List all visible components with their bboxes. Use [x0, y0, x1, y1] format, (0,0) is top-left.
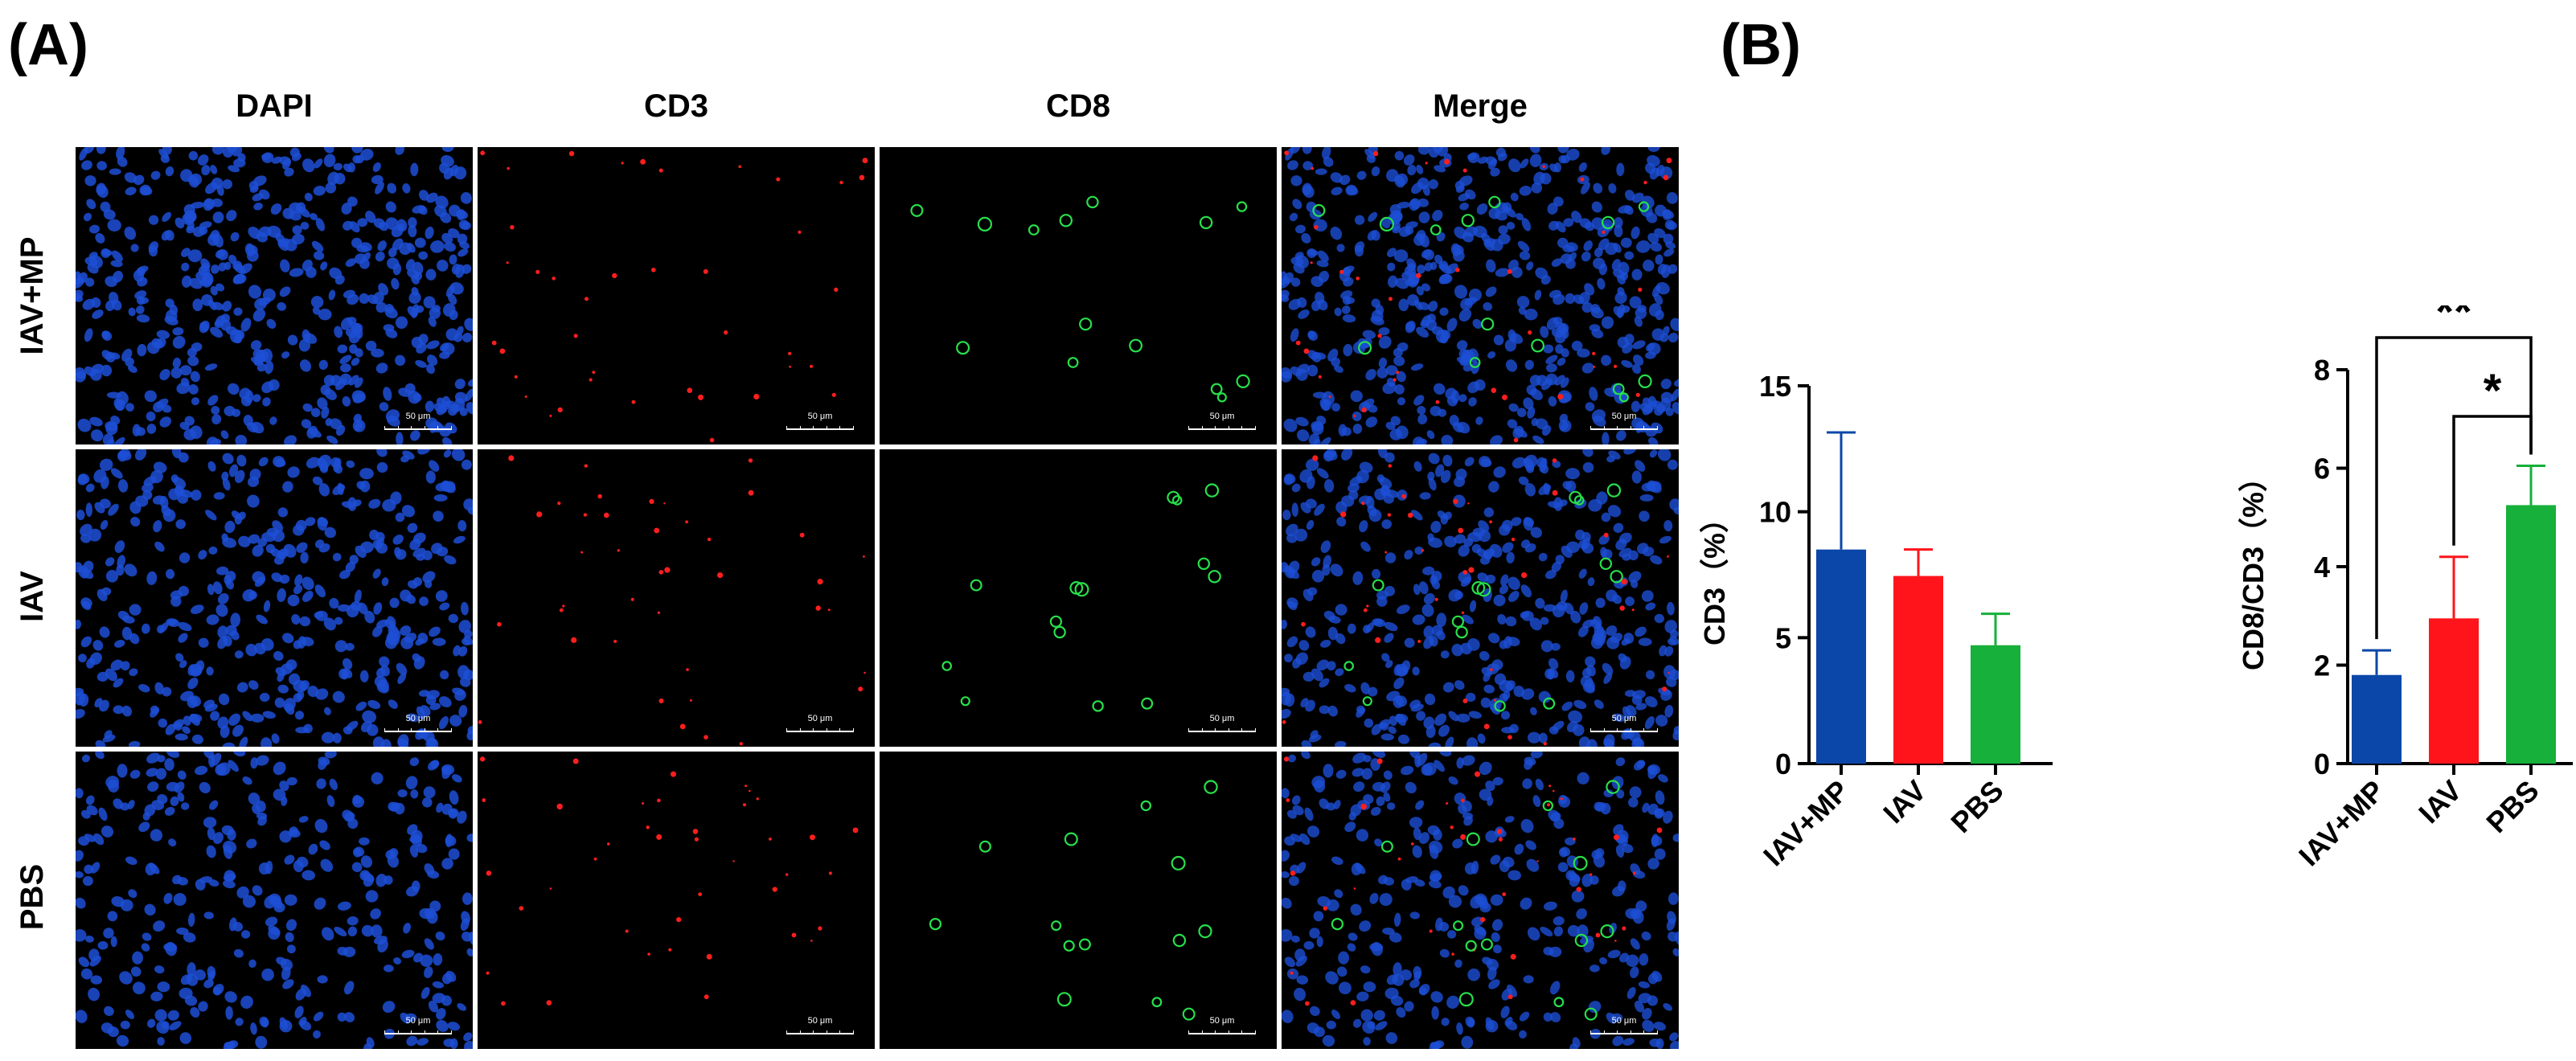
chart2-x-tick-label: IAV+MP	[2292, 774, 2391, 873]
chart2-significance-bracket	[2375, 336, 2533, 640]
scale-bar: 50 μm	[786, 412, 854, 433]
chart2-bar-iav	[2429, 618, 2479, 764]
scale-bar: 50 μm	[1590, 715, 1658, 735]
chart1-x-tick-label: IAV	[1877, 774, 1933, 830]
scale-bar-label: 50 μm	[1209, 714, 1235, 723]
chart2-bar-iav-mp	[2352, 674, 2402, 764]
column-header-cd3: CD3	[643, 88, 709, 124]
chart2-x-tick-label: PBS	[2480, 774, 2545, 839]
chart2-significance-bracket	[2452, 415, 2533, 546]
micrograph-iav-mp-dapi: 50 μm	[76, 147, 473, 444]
scale-bar: 50 μm	[384, 412, 452, 433]
scale-bar-label: 50 μm	[1209, 412, 1235, 421]
chart1-y-tick-label: 15	[1759, 370, 1791, 403]
scale-bar: 50 μm	[384, 1017, 452, 1038]
row-header-iav-mp: IAV+MP	[14, 236, 50, 355]
column-header-merge: Merge	[1433, 88, 1528, 124]
micrograph-iav-cd3: 50 μm	[478, 449, 875, 747]
chart1-y-tick-label: 10	[1759, 496, 1791, 529]
scale-bar: 50 μm	[786, 1017, 854, 1038]
scale-bar-label: 50 μm	[405, 1016, 431, 1026]
scale-bar-label: 50 μm	[405, 412, 431, 421]
chart1-y-tick-label: 0	[1775, 748, 1791, 780]
scale-bar: 50 μm	[1590, 1017, 1658, 1038]
chart2-y-tick-label: 6	[2314, 453, 2330, 485]
micrograph-iav-merge: 50 μm	[1282, 449, 1679, 747]
micrograph-iav-mp-merge: 50 μm	[1282, 147, 1679, 444]
scale-bar-label: 50 μm	[1611, 412, 1637, 421]
chart1-x-tick-label: PBS	[1944, 774, 2009, 839]
micrograph-iav-mp-cd3: 50 μm	[478, 147, 875, 444]
chart2-significance-label: **	[2435, 305, 2472, 338]
scale-bar-label: 50 μm	[1611, 1016, 1637, 1026]
scale-bar-label: 50 μm	[405, 714, 431, 723]
micrograph-pbs-dapi: 50 μm	[76, 752, 473, 1049]
chart1-y-axis-label: CD3（%）	[1698, 504, 1731, 645]
micrograph-pbs-cd3: 50 μm	[478, 752, 875, 1049]
chart2-y-tick-label: 0	[2314, 748, 2330, 780]
chart2-y-tick-label: 4	[2314, 551, 2330, 584]
row-header-pbs: PBS	[14, 863, 50, 931]
scale-bar: 50 μm	[1188, 1017, 1256, 1038]
chart2-y-axis-label: CD8/CD3（%）	[2237, 463, 2270, 670]
scale-bar: 50 μm	[1188, 412, 1256, 433]
scale-bar: 50 μm	[786, 715, 854, 735]
micrograph-pbs-cd8: 50 μm	[880, 752, 1277, 1049]
row-header-iav: IAV	[14, 571, 50, 622]
chart2-y-tick-label: 2	[2314, 649, 2330, 682]
chart1-x-tick-label: IAV+MP	[1757, 774, 1856, 873]
scale-bar: 50 μm	[384, 715, 452, 735]
micrograph-iav-mp-cd8: 50 μm	[880, 147, 1277, 444]
panel-a-label: (A)	[8, 13, 88, 77]
chart1-bar-iav-mp	[1816, 549, 1866, 764]
chart1-y-tick-label: 5	[1775, 621, 1791, 654]
micrograph-pbs-merge: 50 μm	[1282, 752, 1679, 1049]
chart2-y-tick-label: 8	[2314, 354, 2330, 387]
micrograph-grid: 50 μm 50 μm 50 μm 50 μm 50 μm 50 μm 50 μm 50 μm…	[76, 147, 1680, 1052]
scale-bar-label: 50 μm	[807, 1016, 833, 1026]
micrograph-iav-dapi: 50 μm	[76, 449, 473, 747]
scale-bar-label: 50 μm	[1209, 1016, 1235, 1026]
column-header-cd8: CD8	[1045, 88, 1111, 124]
panel-b-label: (B)	[1721, 13, 1801, 77]
chart2-significance-label: *	[2484, 365, 2502, 417]
scale-bar-label: 50 μm	[807, 714, 833, 723]
chart1-bar-pbs	[1971, 645, 2020, 764]
column-header-dapi: DAPI	[236, 88, 313, 124]
micrograph-iav-cd8: 50 μm	[880, 449, 1277, 747]
scale-bar-label: 50 μm	[1611, 714, 1637, 723]
chart1-bar-iav	[1893, 576, 1943, 764]
scale-bar-label: 50 μm	[807, 412, 833, 421]
scale-bar: 50 μm	[1188, 715, 1256, 735]
chart2-x-tick-label: IAV	[2412, 774, 2468, 830]
scale-bar: 50 μm	[1590, 412, 1658, 433]
chart2-bar-pbs	[2506, 505, 2556, 764]
